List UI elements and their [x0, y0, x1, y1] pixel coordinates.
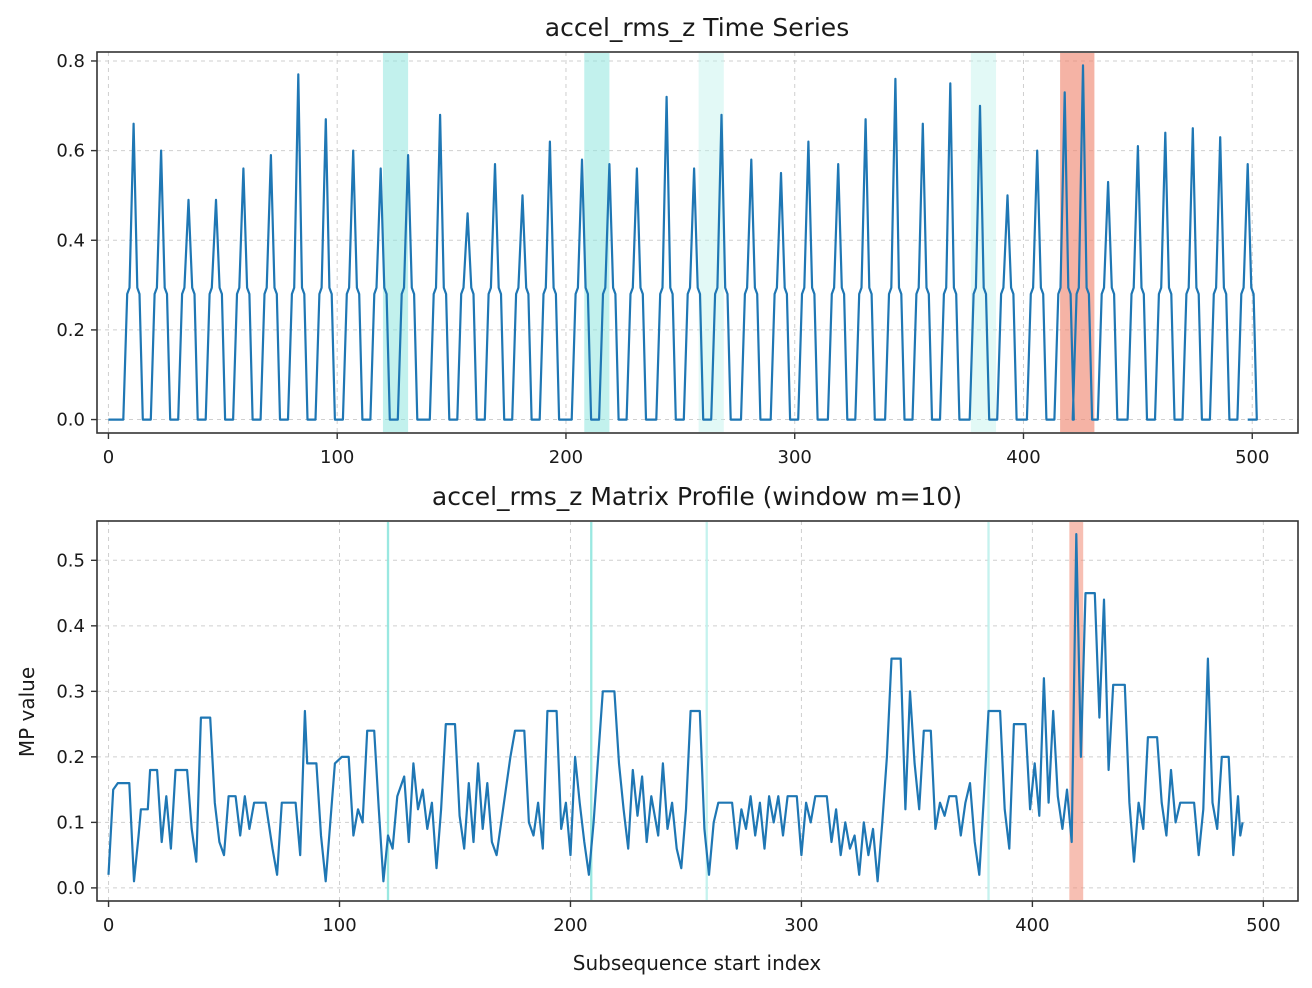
y-tick-label: 0.2 [56, 320, 85, 341]
x-tick-label: 0 [103, 915, 114, 936]
highlight-band [590, 522, 593, 900]
series-line [107, 533, 1244, 883]
x-tick-label: 400 [1006, 447, 1040, 468]
x-tick-label: 300 [784, 915, 818, 936]
grid [97, 521, 1298, 901]
y-tick-label: 0.2 [56, 747, 85, 768]
chart-title: accel_rms_z Matrix Profile (window m=10) [432, 482, 962, 511]
series [107, 533, 1244, 883]
x-tick-label: 500 [1235, 447, 1269, 468]
x-tick-label: 500 [1246, 915, 1280, 936]
y-axis-ticks: 0.0 0.2 0.4 0.6 0.8 [56, 51, 97, 431]
y-tick-label: 0.0 [56, 410, 85, 431]
y-tick-label: 0.0 [56, 878, 85, 899]
x-axis-label: Subsequence start index [573, 951, 822, 975]
x-tick-label: 0 [103, 447, 114, 468]
x-tick-label: 100 [322, 915, 356, 936]
x-tick-label: 200 [553, 915, 587, 936]
y-tick-label: 0.6 [56, 141, 85, 162]
y-tick-label: 0.8 [56, 51, 85, 72]
y-axis-label: MP value [15, 667, 39, 757]
y-tick-label: 0.3 [56, 681, 85, 702]
highlight-band [386, 522, 390, 900]
highlight-band [382, 53, 409, 432]
time-series-chart: accel_rms_z Time Series 0 100 200 300 400 500… [56, 13, 1299, 468]
y-tick-label: 0.5 [56, 550, 85, 571]
highlight-band [705, 522, 708, 900]
highlight-bands [382, 53, 1095, 432]
x-tick-label: 100 [320, 447, 354, 468]
highlight-band [584, 53, 610, 432]
series-line [108, 64, 1258, 421]
y-tick-label: 0.4 [56, 230, 85, 251]
x-axis-ticks: 0 100 200 300 400 500 [103, 901, 1281, 936]
x-tick-label: 200 [549, 447, 583, 468]
y-axis-ticks: 0.0 0.1 0.2 0.3 0.4 0.5 [56, 550, 97, 899]
series [108, 64, 1258, 421]
plot-frame [96, 51, 1299, 434]
x-tick-label: 300 [778, 447, 812, 468]
y-tick-label: 0.1 [56, 812, 85, 833]
x-axis-ticks: 0 100 200 300 400 500 [103, 433, 1269, 468]
plot-frame [96, 520, 1299, 902]
y-tick-label: 0.4 [56, 616, 85, 637]
chart-title: accel_rms_z Time Series [545, 13, 849, 42]
matrix-profile-chart: accel_rms_z Matrix Profile (window m=10)… [15, 482, 1299, 975]
grid [97, 52, 1298, 433]
x-tick-label: 400 [1015, 915, 1049, 936]
